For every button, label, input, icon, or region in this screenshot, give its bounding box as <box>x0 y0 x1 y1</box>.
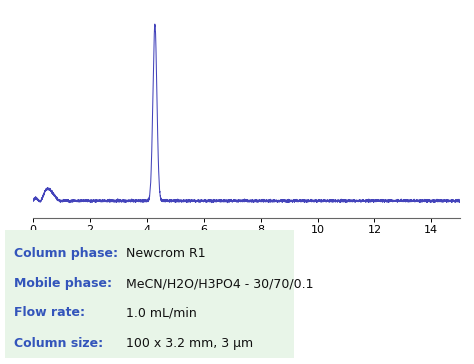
Text: Flow rate:: Flow rate: <box>14 306 85 319</box>
Text: MeCN/H2O/H3PO4 - 30/70/0.1: MeCN/H2O/H3PO4 - 30/70/0.1 <box>126 277 313 290</box>
Text: Column size:: Column size: <box>14 337 103 350</box>
Text: Column phase:: Column phase: <box>14 247 118 260</box>
Text: 100 x 3.2 mm, 3 μm: 100 x 3.2 mm, 3 μm <box>126 337 253 350</box>
Text: Newcrom R1: Newcrom R1 <box>126 247 205 260</box>
FancyBboxPatch shape <box>5 230 294 359</box>
Text: 1.0 mL/min: 1.0 mL/min <box>126 306 196 319</box>
Text: Mobile phase:: Mobile phase: <box>14 277 112 290</box>
